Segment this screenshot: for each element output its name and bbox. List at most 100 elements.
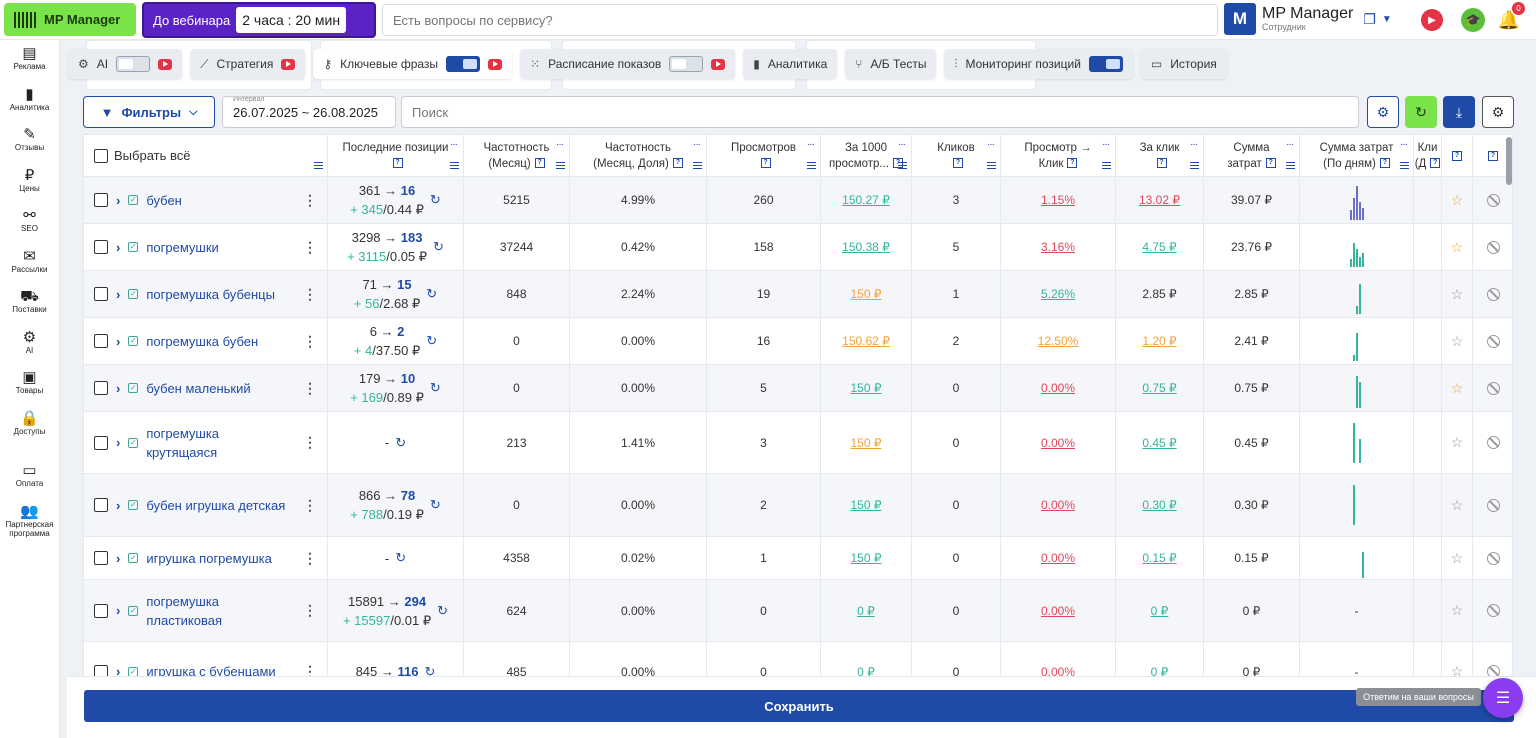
ctr-link[interactable]: 5.26%	[1040, 287, 1076, 301]
cpm-link[interactable]: 150 ₽	[850, 381, 882, 395]
cpc-value[interactable]: 13.02 ₽	[1139, 193, 1180, 207]
help-icon[interactable]: ?	[1265, 158, 1276, 169]
video-icon[interactable]	[711, 58, 726, 70]
tab-item[interactable]: ⟋ Стратегия	[190, 49, 306, 79]
ban-icon[interactable]	[1486, 604, 1500, 617]
sidebar-item[interactable]: ⚙ AI	[0, 324, 59, 365]
sidebar-item[interactable]: 🔒 Доступы	[0, 405, 59, 446]
help-icon[interactable]: ?	[534, 158, 545, 169]
cpm-link[interactable]: 150 ₽	[850, 551, 882, 565]
keyword-link[interactable]: погремушка крутящаяся	[146, 425, 220, 460]
ban-icon[interactable]	[1486, 240, 1500, 254]
tab-toggle[interactable]	[1088, 56, 1123, 72]
column-menu-icon[interactable]	[314, 162, 323, 169]
filters-button[interactable]: ▼ Фильтры ⌵	[83, 96, 215, 128]
more-icon[interactable]: ···	[556, 139, 564, 150]
more-icon[interactable]: ···	[987, 139, 995, 150]
column-menu-icon[interactable]	[1400, 162, 1409, 169]
tab-item[interactable]: ⚷ Ключевые фразы	[313, 49, 513, 79]
tab-item[interactable]: ▭ История	[1140, 49, 1227, 79]
more-icon[interactable]: ···	[898, 139, 906, 150]
star-icon[interactable]: ☆	[1450, 238, 1464, 255]
cpc-value[interactable]: 0.45 ₽	[1142, 435, 1177, 450]
video-icon[interactable]	[158, 58, 173, 70]
keyword-link[interactable]: погремушка бубен	[146, 333, 259, 349]
tab-toggle[interactable]	[669, 56, 704, 72]
cpc-value[interactable]: 0.15 ₽	[1142, 551, 1177, 565]
help-icon[interactable]: ?	[1156, 158, 1167, 169]
refresh-icon[interactable]: ↻	[395, 550, 407, 565]
kebab-menu-icon[interactable]: ⋮	[303, 663, 317, 679]
download-button[interactable]: ⤓	[1443, 96, 1475, 128]
chevron-right-icon[interactable]: ›	[116, 497, 121, 513]
refresh-icon[interactable]: ↻	[437, 602, 449, 618]
kebab-menu-icon[interactable]: ⋮	[303, 285, 317, 302]
help-icon[interactable]: ?	[760, 158, 771, 169]
select-all-checkbox[interactable]	[94, 148, 108, 163]
tab-item[interactable]: ⫶ Мониторинг позиций	[944, 49, 1133, 79]
kebab-menu-icon[interactable]: ⋮	[303, 602, 317, 618]
tab-item[interactable]: ▮ Аналитика	[743, 49, 838, 79]
column-menu-icon[interactable]	[1102, 162, 1111, 169]
chevron-down-icon[interactable]: ▼	[1381, 13, 1392, 25]
tab-item[interactable]: ⑂ А/Б Тесты	[845, 49, 937, 79]
help-icon[interactable]: ?	[672, 158, 683, 169]
more-icon[interactable]: ···	[693, 139, 701, 150]
ban-icon[interactable]	[1486, 436, 1500, 449]
keyword-search-input[interactable]	[401, 96, 1359, 128]
ban-icon[interactable]	[1486, 193, 1500, 207]
cpc-value[interactable]: 4.75 ₽	[1142, 240, 1177, 254]
kebab-menu-icon[interactable]: ⋮	[303, 332, 317, 349]
star-icon[interactable]: ☆	[1450, 663, 1464, 679]
vertical-scrollbar[interactable]	[1506, 137, 1512, 185]
help-icon[interactable]: ?	[1067, 158, 1078, 169]
tab-toggle[interactable]	[116, 56, 151, 72]
cpm-link[interactable]: 150 ₽	[850, 498, 882, 512]
cpc-value[interactable]: 0.75 ₽	[1142, 381, 1177, 395]
video-icon[interactable]	[281, 58, 296, 70]
column-menu-icon[interactable]	[1286, 162, 1295, 169]
cpm-link[interactable]: 150 ₽	[850, 435, 882, 450]
keyword-link[interactable]: погремушка пластиковая	[146, 593, 223, 628]
ctr-link[interactable]: 0.00%	[1040, 551, 1076, 565]
more-icon[interactable]: ···	[1102, 139, 1110, 150]
refresh-button[interactable]: ↻	[1405, 96, 1437, 128]
ai-chip-button[interactable]: ⚙	[1367, 96, 1399, 128]
ctr-link[interactable]: 12.50%	[1037, 334, 1079, 348]
row-checkbox[interactable]	[94, 551, 108, 565]
cpc-value[interactable]: 0.30 ₽	[1142, 498, 1177, 512]
row-checkbox[interactable]	[94, 498, 108, 512]
ctr-link[interactable]: 3.16%	[1040, 240, 1076, 254]
star-icon[interactable]: ☆	[1450, 332, 1464, 349]
refresh-icon[interactable]: ↻	[426, 286, 438, 301]
refresh-icon[interactable]: ↻	[426, 333, 438, 348]
ctr-link[interactable]: 0.00%	[1040, 664, 1076, 679]
star-icon[interactable]: ☆	[1450, 285, 1464, 302]
chevron-right-icon[interactable]: ›	[116, 333, 121, 349]
row-checkbox[interactable]	[94, 193, 108, 207]
cpm-link[interactable]: 150.38 ₽	[842, 240, 890, 254]
refresh-icon[interactable]: ↻	[433, 239, 444, 254]
kebab-menu-icon[interactable]: ⋮	[303, 191, 317, 208]
bell-icon[interactable]: 🔔 0	[1497, 2, 1525, 32]
ctr-link[interactable]: 0.00%	[1040, 435, 1076, 450]
help-icon[interactable]: ?	[1430, 158, 1441, 169]
row-checkbox[interactable]	[94, 240, 108, 254]
video-icon[interactable]	[488, 58, 503, 70]
chat-button[interactable]: ☰	[1483, 678, 1523, 718]
keyword-link[interactable]: бубен	[146, 192, 182, 208]
row-checkbox[interactable]	[94, 435, 108, 450]
help-icon[interactable]: ?	[392, 158, 403, 169]
kebab-menu-icon[interactable]: ⋮	[303, 549, 317, 566]
help-icon[interactable]: ?	[1379, 158, 1390, 169]
column-menu-icon[interactable]	[898, 162, 907, 169]
ctr-link[interactable]: 1.15%	[1040, 193, 1076, 207]
ban-icon[interactable]	[1486, 381, 1500, 395]
chevron-right-icon[interactable]: ›	[116, 239, 121, 255]
help-icon[interactable]: ?	[953, 158, 963, 169]
tab-item[interactable]: ⁙ Расписание показов	[520, 49, 736, 79]
sidebar-item[interactable]: 👥 Партнерская программа	[0, 498, 59, 539]
ctr-link[interactable]: 0.00%	[1040, 381, 1076, 395]
keyword-link[interactable]: погремушки	[146, 239, 219, 255]
youtube-icon[interactable]: ▶	[1420, 8, 1444, 32]
